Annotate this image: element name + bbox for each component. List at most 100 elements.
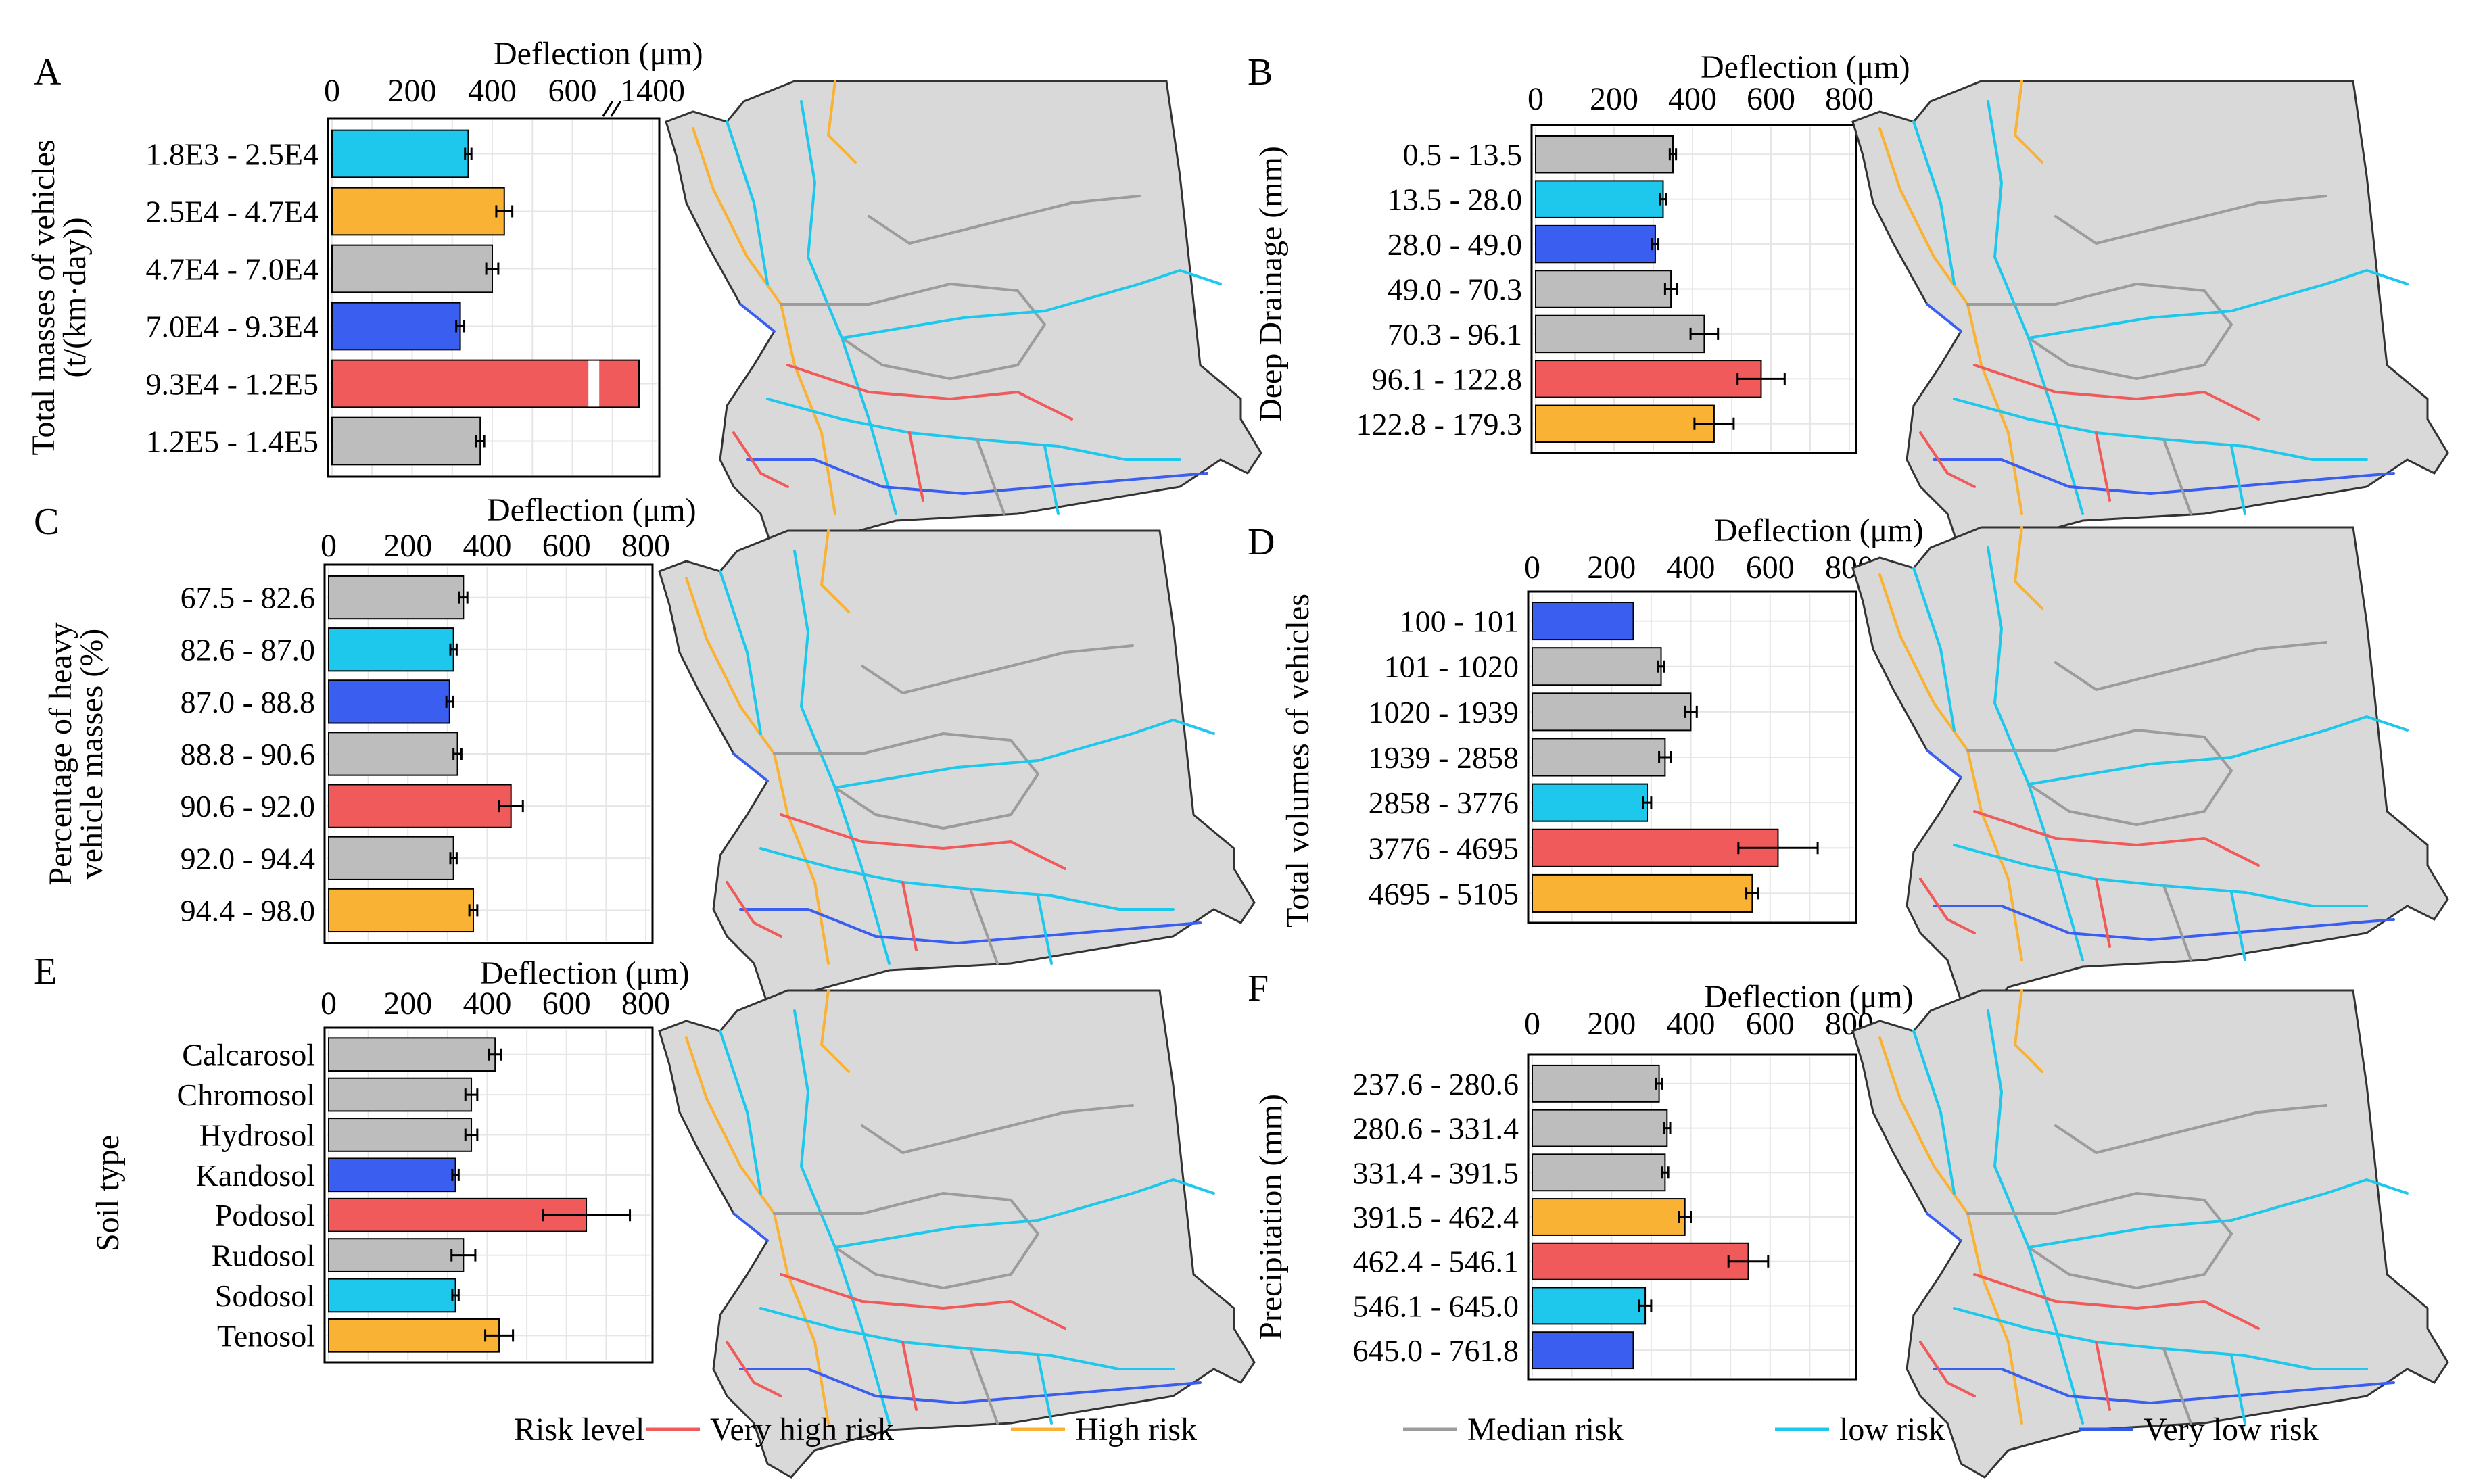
- bar: [328, 1118, 473, 1152]
- bar: [1532, 738, 1666, 777]
- axis-break-mark: [602, 101, 622, 117]
- x-axis-title: Deflection (μm): [1714, 512, 1924, 548]
- error-bar: [1668, 148, 1678, 161]
- panel-letter: E: [34, 951, 57, 992]
- error-bar: [468, 904, 479, 917]
- road-segment: [1933, 905, 2395, 941]
- road-segment: [719, 1030, 762, 1195]
- bar: [331, 187, 505, 236]
- category-label: 4.7E4 - 7.0E4: [145, 252, 318, 287]
- bar: [328, 627, 454, 672]
- road-segment: [1926, 749, 1962, 779]
- x-tick-label: 200: [1590, 81, 1638, 117]
- category-label: 70.3 - 96.1: [1388, 317, 1522, 352]
- y-axis-title: Soil type: [90, 1135, 126, 1251]
- error-bar: [1657, 660, 1665, 673]
- road-segment: [820, 529, 850, 613]
- bar: [328, 679, 450, 724]
- error-bar: [451, 1168, 460, 1181]
- category-label: 462.4 - 546.1: [1353, 1245, 1519, 1279]
- y-axis-title: Total masses of vehicles(t/(km·day)): [26, 139, 93, 455]
- road-segment: [969, 888, 999, 965]
- bar: [1532, 1064, 1660, 1103]
- error-bar: [1689, 327, 1720, 340]
- error-bar: [488, 1048, 502, 1061]
- legend-item: Very low risk: [2079, 1412, 2319, 1447]
- error-bar: [495, 205, 514, 218]
- error-bar: [449, 852, 458, 865]
- category-label: 7.0E4 - 9.3E4: [145, 310, 318, 344]
- panel-letter: F: [1248, 967, 1269, 1009]
- category-label: Calcarosol: [182, 1038, 315, 1072]
- legend-item: low risk: [1775, 1412, 1945, 1447]
- road-segment: [820, 989, 850, 1073]
- road-segment: [1912, 120, 1956, 285]
- bar: [1532, 1153, 1666, 1192]
- road-segment: [739, 1368, 1202, 1404]
- road-segment: [1933, 458, 2395, 495]
- x-tick-label: 200: [383, 986, 432, 1022]
- road-segment: [2014, 80, 2043, 164]
- category-label: 13.5 - 28.0: [1388, 183, 1522, 217]
- x-tick-label: 0: [1528, 81, 1544, 117]
- bar: [328, 836, 454, 880]
- bar: [328, 732, 458, 776]
- road-segment: [834, 719, 1215, 789]
- panels: A Deflection (μm) 0 200 400 600 1400 1.8E3 - 2.…: [26, 36, 2449, 1479]
- road-segment: [2054, 641, 2327, 691]
- legend-item: High risk: [1011, 1412, 1197, 1447]
- bar: [1535, 360, 1762, 398]
- y-axis-title: Total volumes of vehicles: [1280, 594, 1316, 928]
- x-tick-label: 0: [321, 986, 337, 1022]
- road-segment: [1043, 445, 1060, 515]
- road-segment: [719, 570, 762, 735]
- x-tick-label: 200: [388, 73, 437, 109]
- road-segment: [2027, 1178, 2409, 1249]
- bar: [1532, 873, 1753, 913]
- bar: [1532, 1331, 1634, 1370]
- road-segment: [2095, 431, 2111, 502]
- panel-A: A Deflection (μm) 0 200 400 600 1400 1.8E3 - 2.…: [26, 36, 1262, 569]
- category-label: 87.0 - 88.8: [181, 685, 315, 719]
- bar: [328, 784, 512, 828]
- category-label: 1020 - 1939: [1369, 695, 1519, 729]
- x-axis-title: Deflection (μm): [487, 492, 696, 528]
- error-bar: [455, 320, 466, 333]
- category-label: 2858 - 3776: [1369, 786, 1519, 820]
- road-segment: [908, 431, 924, 502]
- bar: [1535, 135, 1674, 174]
- error-bar: [1693, 417, 1735, 430]
- road-segment: [1973, 1273, 2260, 1330]
- bar: [331, 244, 493, 293]
- bar: [1532, 1242, 1749, 1280]
- bar: [328, 575, 465, 620]
- panel-C: C Deflection (μm) 0 200 400 600 800 67.5 - 82.6…: [34, 492, 1256, 1019]
- bar: [1532, 602, 1634, 641]
- road-segment: [780, 283, 1046, 380]
- category-label: Rudosol: [212, 1239, 315, 1273]
- legend-item: Median risk: [1403, 1412, 1624, 1447]
- category-label: 88.8 - 90.6: [181, 737, 315, 771]
- panel-letter: D: [1248, 521, 1275, 563]
- bar: [328, 1238, 465, 1272]
- legend-label: Very low risk: [2144, 1412, 2319, 1447]
- category-label: 645.0 - 761.8: [1353, 1333, 1519, 1368]
- road-segment: [1919, 431, 1976, 488]
- bar: [1535, 314, 1705, 354]
- category-label: 4695 - 5105: [1369, 876, 1519, 911]
- category-label: Chromosol: [177, 1078, 315, 1112]
- road-segment: [834, 1178, 1215, 1249]
- category-label: 280.6 - 331.4: [1353, 1111, 1519, 1146]
- road-segment: [1966, 1192, 2233, 1289]
- road-segment: [793, 550, 891, 965]
- risk-map: [1851, 989, 2449, 1479]
- error-bar: [485, 262, 500, 275]
- road-segment: [841, 269, 1222, 339]
- bar: [331, 359, 640, 408]
- bar: [1532, 1287, 1647, 1325]
- error-bar: [484, 1329, 515, 1342]
- x-tick-label: 200: [1587, 1006, 1636, 1042]
- road-segment: [868, 195, 1141, 245]
